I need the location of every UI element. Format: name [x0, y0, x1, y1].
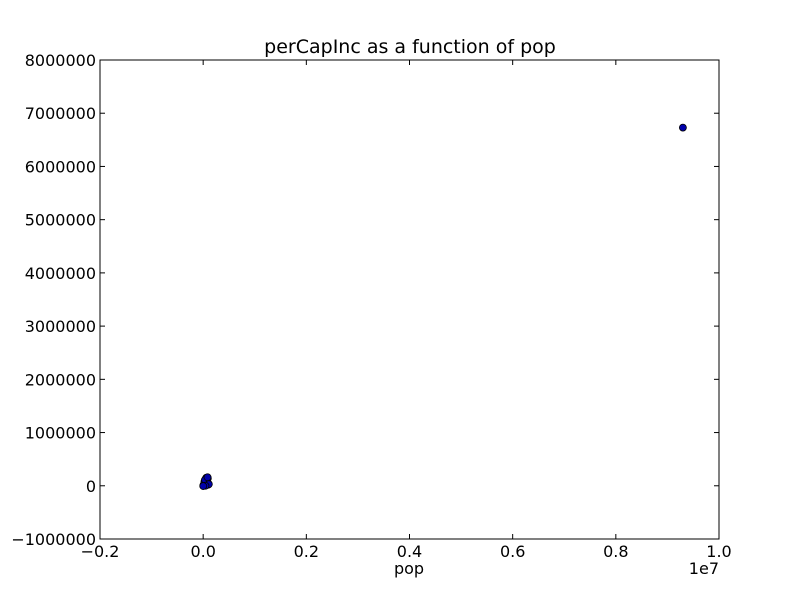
data-point: [203, 473, 212, 482]
y-tick-label: 1000000: [25, 424, 96, 443]
y-tick-label: 2000000: [25, 370, 96, 389]
y-tick-label: 7000000: [25, 104, 96, 123]
data-points: [199, 123, 687, 490]
y-axis-ticks: −1000000 0 1000000 2000000 3000000 4000000 500…: [11, 51, 719, 549]
x-tick-label: 0.6: [500, 542, 525, 561]
y-tick-label: −1000000: [11, 530, 96, 549]
y-tick-label: 6000000: [25, 157, 96, 176]
x-tick-label: 0.8: [603, 542, 628, 561]
x-tick-label: 0.0: [190, 542, 215, 561]
x-tick-label: 0.4: [397, 542, 422, 561]
x-tick-label: −0.2: [81, 542, 120, 561]
x-tick-label: 1.0: [706, 542, 731, 561]
y-tick-label: 8000000: [25, 51, 96, 70]
x-tick-label: 0.2: [294, 542, 319, 561]
y-tick-label: 3000000: [25, 317, 96, 336]
x-axis-ticks: −0.2 0.0 0.2 0.4 0.6 0.8 1.0: [81, 60, 732, 561]
y-tick-label: 0: [86, 477, 96, 496]
x-axis-offset-label: 1e7: [689, 559, 719, 578]
data-point: [678, 123, 687, 132]
data-point: [199, 482, 208, 490]
y-tick-label: 4000000: [25, 264, 96, 283]
x-axis-label: pop: [394, 559, 424, 578]
y-tick-label: 5000000: [25, 211, 96, 230]
chart-title: perCapInc as a function of pop: [264, 36, 556, 58]
plot-area-frame: [99, 59, 720, 540]
